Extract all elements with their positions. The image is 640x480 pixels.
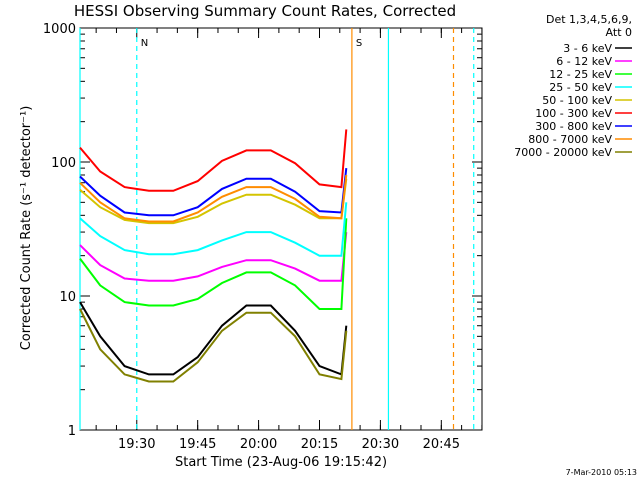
series-line-100-300-kev [80, 129, 346, 190]
legend-header-attenuator: Att 0 [606, 26, 632, 39]
legend-entry-50-100-kev: 50 - 100 keV [542, 94, 612, 107]
y-tick-label: 1 [68, 424, 76, 439]
y-tick-label: 10 [59, 290, 76, 305]
marker-label: N [141, 38, 148, 49]
legend-entry-12-25-kev: 12 - 25 keV [549, 68, 612, 81]
x-tick-label: 19:45 [179, 437, 216, 452]
legend-entry-300-800-kev: 300 - 800 keV [535, 120, 612, 133]
legend-entry-800-7000-kev: 800 - 7000 keV [528, 133, 612, 146]
y-tick-label: 1000 [43, 22, 76, 37]
legend-entry-7000-20000-kev: 7000 - 20000 keV [514, 146, 612, 159]
x-tick-label: 20:45 [423, 437, 460, 452]
series-line-800-7000-kev [80, 175, 346, 222]
plot-frame [80, 28, 482, 430]
footer-timestamp: 7-Mar-2010 05:13 [566, 468, 637, 477]
x-tick-label: 19:30 [118, 437, 155, 452]
y-axis-label: Corrected Count Rate (s⁻¹ detector⁻¹) [19, 106, 34, 351]
legend-entry-3-6-kev: 3 - 6 keV [563, 42, 612, 55]
x-tick-label: 20:15 [301, 437, 338, 452]
legend-entry-25-50-kev: 25 - 50 keV [549, 81, 612, 94]
series-line-3-6-kev [80, 302, 346, 374]
marker-label: S [356, 38, 362, 49]
chart-title: HESSI Observing Summary Count Rates, Cor… [74, 2, 456, 20]
x-axis-label: Start Time (23-Aug-06 19:15:42) [175, 455, 387, 470]
series-line-6-12-kev [80, 232, 346, 281]
legend-entry-100-300-kev: 100 - 300 keV [535, 107, 612, 120]
series-line-12-25-kev [80, 218, 346, 309]
legend-entry-6-12-kev: 6 - 12 keV [556, 55, 612, 68]
x-tick-label: 20:00 [240, 437, 277, 452]
y-tick-label: 100 [51, 156, 76, 171]
x-tick-label: 20:30 [362, 437, 399, 452]
plot-area: 1 10 100 1000 19:30 19:45 20:00 20:15 20:30 20:45… [43, 22, 482, 452]
series-line-7000-20000-kev [80, 309, 346, 382]
legend-header-detectors: Det 1,3,4,5,6,9, [546, 13, 632, 26]
